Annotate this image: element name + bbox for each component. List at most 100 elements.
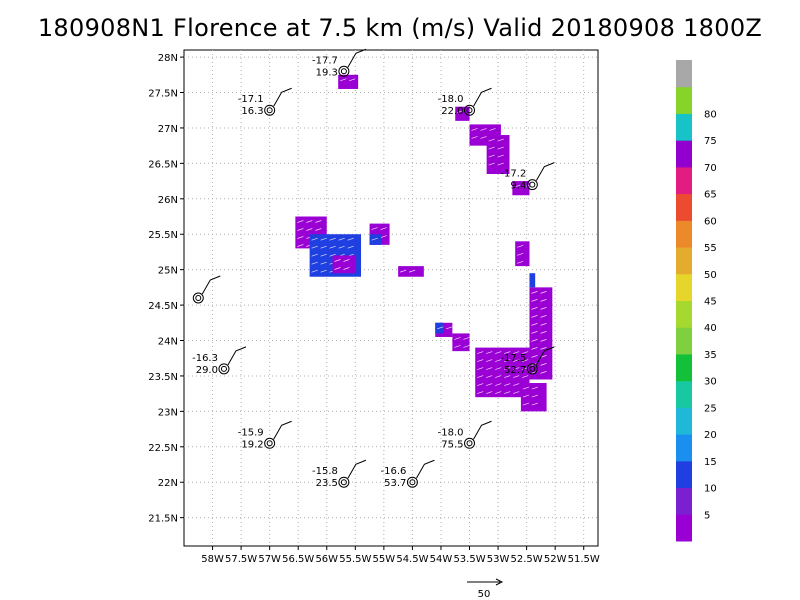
colorbar-swatch — [676, 353, 692, 382]
wind-vector — [320, 269, 327, 273]
y-tick-label: 22N — [158, 478, 178, 489]
wind-vector — [540, 371, 547, 374]
station-marker-inner — [266, 107, 273, 114]
plot-frame — [183, 49, 599, 547]
station-marker-outer — [406, 476, 418, 488]
wind-vector — [504, 367, 511, 370]
wind-vector — [540, 347, 547, 350]
x-tick-label: 56W — [315, 554, 338, 565]
station-marker-outer — [218, 363, 230, 375]
colorbar-label: 70 — [704, 163, 717, 174]
station-wind-speed: 75.5 — [441, 439, 463, 450]
station-temperature: -17.5 — [500, 353, 526, 364]
wind-vector — [504, 383, 511, 386]
wind-vector — [480, 136, 487, 139]
colorbar-swatch — [676, 514, 692, 542]
station-wind-speed: 16.3 — [241, 106, 263, 117]
station-marker-outer — [526, 179, 538, 191]
x-tick-label: 55.5W — [339, 554, 371, 565]
wind-vector — [504, 359, 511, 362]
wind-vector — [400, 269, 407, 273]
wind-vector — [504, 375, 511, 378]
wind-vector — [454, 345, 461, 348]
wind-vector — [531, 386, 539, 390]
wind-vector — [486, 359, 493, 362]
wind-vector — [477, 375, 484, 378]
wind-vector — [347, 237, 354, 241]
station-marker-inner — [195, 295, 202, 301]
station-marker-outer — [338, 65, 350, 77]
wind-vector — [495, 367, 502, 370]
colorbar-label: 15 — [704, 457, 717, 468]
wind-vector — [477, 351, 484, 354]
wind-vector — [486, 391, 493, 394]
wind-vector — [531, 299, 538, 302]
colorbar-label: 35 — [704, 350, 717, 361]
wind-vector — [531, 307, 538, 310]
wind-region — [452, 333, 470, 352]
station-temperature: -15.9 — [238, 427, 264, 438]
y-tick-label: 25N — [158, 266, 178, 277]
wind-vector — [477, 359, 484, 362]
wind-vector — [513, 375, 520, 378]
wind-vector — [306, 220, 313, 223]
station-marker-outer — [264, 437, 276, 449]
station-temperature: -17.7 — [312, 55, 338, 66]
wind-vector — [497, 138, 504, 142]
grid-lines — [184, 50, 598, 546]
x-tick-label: 51.5W — [568, 554, 600, 565]
colorbar-swatch — [676, 273, 692, 301]
y-tick-label: 21.5N — [148, 514, 178, 525]
x-tick-label: 55W — [373, 554, 396, 565]
wind-vector — [540, 331, 547, 334]
wind-vector — [504, 351, 511, 354]
wind-vector — [495, 351, 502, 354]
wind-vector — [437, 326, 444, 330]
wind-vector — [329, 253, 336, 257]
wind-vector — [497, 162, 504, 166]
station-temperature: -16.3 — [192, 353, 218, 364]
wind-vector — [297, 228, 304, 231]
stations: -17.719.3-17.116.3-18.022.0-17.29.4-16.3… — [192, 48, 555, 489]
wind-barb — [201, 275, 221, 295]
wind-region — [338, 74, 359, 89]
wind-vector — [531, 315, 538, 318]
wind-vector — [540, 339, 547, 342]
station-marker-inner — [409, 479, 416, 486]
colorbar-swatch — [676, 140, 692, 168]
wind-vector — [343, 267, 350, 270]
colorbar: 5 10 15 20 25 30 35 40 45 50 55 60 65 70 75 80 — [676, 60, 717, 542]
station-marker-inner — [266, 440, 273, 447]
wind-vector — [531, 323, 538, 326]
x-tick-label: 56.5W — [282, 554, 314, 565]
wind-vector — [522, 359, 529, 362]
y-tick-label: 28N — [158, 53, 178, 64]
wind-region — [520, 383, 547, 412]
colorbar-label: 45 — [704, 297, 717, 308]
wind-vector — [454, 337, 461, 340]
wind-vector — [522, 375, 529, 378]
reference-vector-label: 50 — [478, 589, 491, 600]
station-marker-outer — [464, 104, 476, 116]
wind-vector — [334, 267, 341, 270]
station-temperature: -17.2 — [500, 169, 526, 180]
wind-vector — [477, 383, 484, 386]
wind-vector — [531, 394, 539, 398]
colorbar-swatch — [676, 434, 692, 462]
wind-barb — [473, 420, 492, 440]
colorbar-label: 60 — [704, 216, 717, 227]
wind-vector — [523, 184, 530, 188]
wind-vector — [540, 315, 547, 318]
wind-vector — [311, 261, 318, 265]
wind-vector — [514, 184, 521, 188]
station-marker-inner — [340, 479, 347, 486]
y-tick-label: 24.5N — [148, 301, 178, 312]
colorbar-label: 40 — [704, 323, 717, 334]
wind-vector — [513, 359, 520, 362]
wind-region — [475, 347, 530, 398]
wind-vector — [531, 402, 539, 406]
colorbar-label: 50 — [704, 270, 717, 281]
colorbar-swatch — [676, 86, 692, 114]
station-marker-outer — [526, 363, 538, 375]
